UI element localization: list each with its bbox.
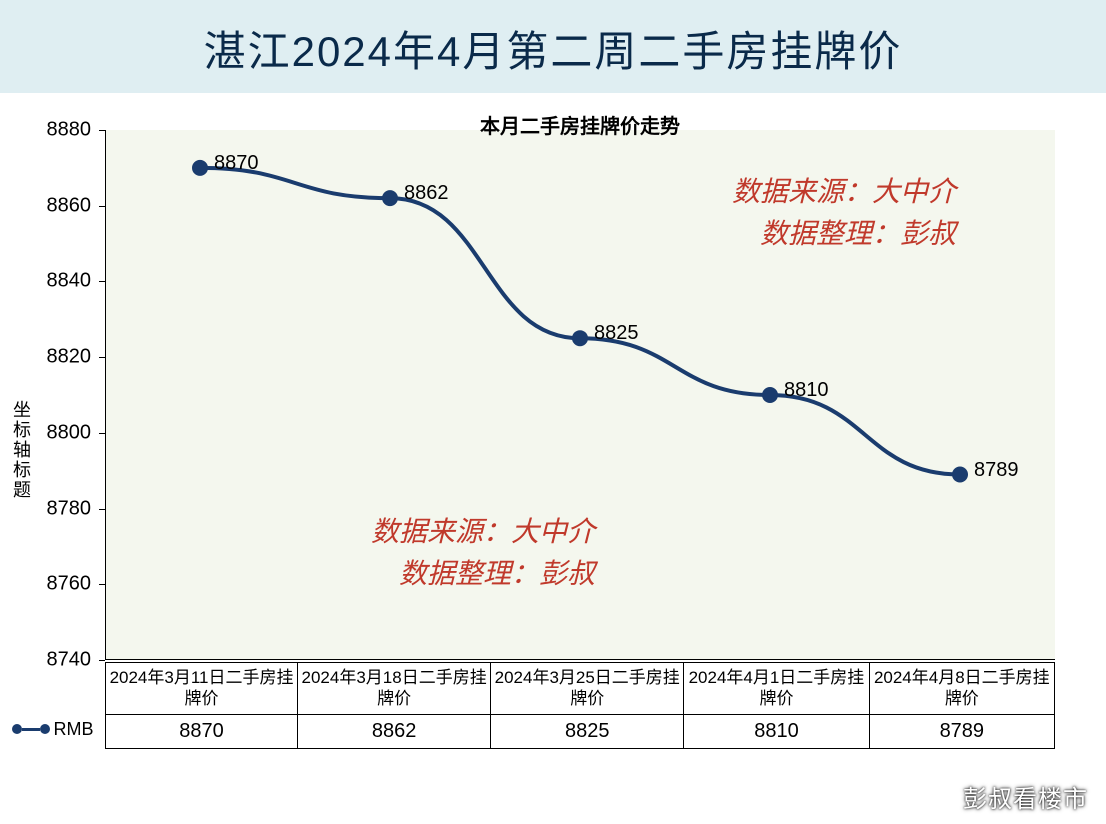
category-header: 2024年4月1日二手房挂牌价 xyxy=(684,663,869,715)
y-tick-mark xyxy=(99,281,105,282)
y-axis-label: 坐标轴标题 xyxy=(8,400,34,500)
page-title: 湛江2024年4月第二周二手房挂牌价 xyxy=(0,0,1106,93)
watermark: 数据来源：大中介数据整理：彭叔 xyxy=(732,172,956,256)
y-tick-mark xyxy=(99,509,105,510)
category-value: 8825 xyxy=(491,714,684,748)
plot-area: 本月二手房挂牌价走势 87408760878088008820884088608… xyxy=(105,130,1055,660)
y-tick-label: 8860 xyxy=(47,194,106,217)
y-tick-mark xyxy=(99,433,105,434)
chart-container: 坐标轴标题 本月二手房挂牌价走势 87408760878088008820884… xyxy=(0,100,1106,824)
y-tick-label: 8840 xyxy=(47,270,106,293)
y-tick-label: 8760 xyxy=(47,573,106,596)
category-header: 2024年3月25日二手房挂牌价 xyxy=(491,663,684,715)
legend-series-label: RMB xyxy=(54,719,94,740)
data-point-label: 8870 xyxy=(214,152,259,175)
category-header: 2024年3月18日二手房挂牌价 xyxy=(298,663,491,715)
y-tick-mark xyxy=(99,584,105,585)
y-tick-label: 8780 xyxy=(47,497,106,520)
watermark-line: 数据整理：彭叔 xyxy=(732,214,956,256)
category-table: 2024年3月11日二手房挂牌价2024年3月18日二手房挂牌价2024年3月2… xyxy=(105,662,1055,749)
y-tick-mark xyxy=(99,357,105,358)
data-point-label: 8810 xyxy=(784,379,829,402)
category-header: 2024年3月11日二手房挂牌价 xyxy=(106,663,298,715)
legend: RMB xyxy=(0,662,105,746)
data-point-label: 8789 xyxy=(974,459,1019,482)
footer-brand: 彭叔看楼市 xyxy=(963,779,1088,814)
watermark-line: 数据来源：大中介 xyxy=(732,172,956,214)
category-value: 8789 xyxy=(869,714,1054,748)
y-tick-mark xyxy=(99,130,105,131)
watermark: 数据来源：大中介数据整理：彭叔 xyxy=(371,512,595,596)
category-value: 8870 xyxy=(106,714,298,748)
watermark-line: 数据整理：彭叔 xyxy=(371,554,595,596)
category-value: 8862 xyxy=(298,714,491,748)
data-point-label: 8825 xyxy=(594,322,639,345)
data-point-label: 8862 xyxy=(404,182,449,205)
y-tick-mark xyxy=(99,660,105,661)
category-value: 8810 xyxy=(684,714,869,748)
legend-swatch xyxy=(12,724,50,734)
y-tick-label: 8820 xyxy=(47,346,106,369)
y-tick-label: 8880 xyxy=(47,119,106,142)
y-tick-mark xyxy=(99,206,105,207)
y-tick-label: 8800 xyxy=(47,421,106,444)
watermark-line: 数据来源：大中介 xyxy=(371,512,595,554)
category-header: 2024年4月8日二手房挂牌价 xyxy=(869,663,1054,715)
